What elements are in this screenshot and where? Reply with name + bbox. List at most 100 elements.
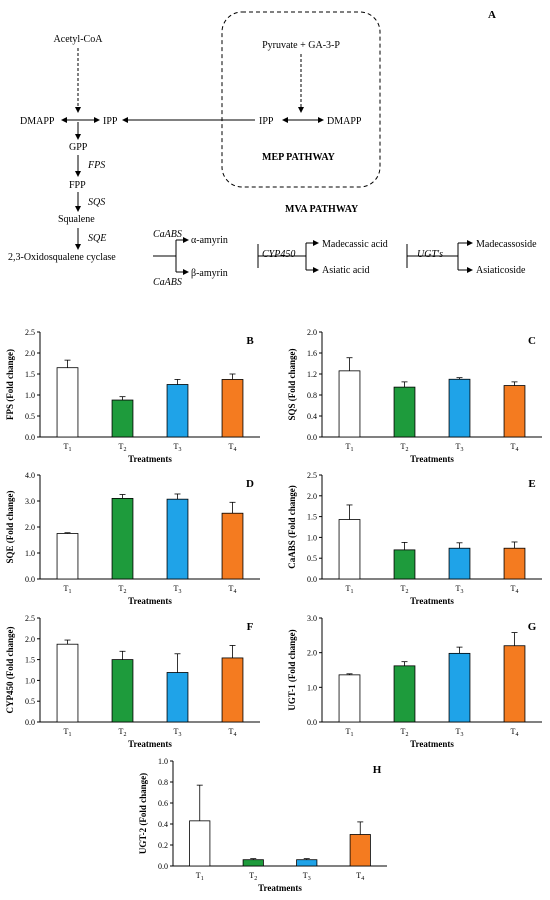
chart-g: 0.0 1.0 2.0 3.0 T1 T2 T3 T4 G Treatments UGT-1 (Fo… xyxy=(287,614,542,749)
x-tick-label: T4 xyxy=(511,584,519,595)
x-axis-title: Treatments xyxy=(128,739,172,749)
x-tick-label: T1 xyxy=(346,727,354,738)
x-tick-label: T3 xyxy=(456,442,464,453)
x-tick-label: T2 xyxy=(119,727,127,738)
bar-t2 xyxy=(111,399,134,438)
node-ipp-left: IPP xyxy=(103,116,118,127)
mep-pathway-box xyxy=(221,11,381,188)
x-axis-title: Treatments xyxy=(410,454,454,464)
x-axis-title: Treatments xyxy=(410,596,454,606)
enzyme-ugts: UGT's xyxy=(417,249,443,260)
y-tick-label: 0.0 xyxy=(307,433,317,442)
panel-label: G xyxy=(528,621,537,633)
node-madecassoside: Madecassoside xyxy=(476,239,537,250)
y-tick-label: 0.0 xyxy=(307,575,317,584)
node-oxidosqualene: 2,3-Oxidosqualene cyclase xyxy=(8,252,116,263)
node-dmapp-left: DMAPP xyxy=(20,116,55,127)
y-tick-label: 0.5 xyxy=(25,697,35,706)
x-tick-label: T1 xyxy=(64,727,72,738)
y-tick-label: 3.0 xyxy=(307,614,317,623)
panel-label: E xyxy=(528,478,535,490)
y-tick-label: 2.0 xyxy=(307,649,317,658)
y-tick-label: 0.0 xyxy=(158,862,168,871)
bar-t4 xyxy=(503,645,526,723)
node-squalene: Squalene xyxy=(58,214,95,225)
enzyme-sqs: SQS xyxy=(88,197,105,208)
y-tick-label: 0.0 xyxy=(307,718,317,727)
x-tick-label: T3 xyxy=(456,727,464,738)
x-tick-label: T2 xyxy=(119,584,127,595)
y-axis-title: UGT-1 (Fold change) xyxy=(287,629,297,710)
x-tick-label: T3 xyxy=(456,584,464,595)
y-tick-label: 3.0 xyxy=(25,497,35,506)
x-tick-label: T2 xyxy=(401,584,409,595)
y-tick-label: 0.4 xyxy=(307,412,317,421)
bar-t3 xyxy=(448,652,471,723)
y-tick-label: 2.0 xyxy=(25,349,35,358)
chart-d: 0.0 1.0 2.0 3.0 4.0 T1 T2 T3 T4 D Treatments SQE (F… xyxy=(5,471,260,606)
x-tick-label: T4 xyxy=(229,727,237,738)
node-fpp: FPP xyxy=(69,180,86,191)
bar-t3 xyxy=(166,384,189,438)
node-dmapp-right: DMAPP xyxy=(327,116,362,127)
y-tick-label: 2.5 xyxy=(25,328,35,337)
x-axis-title: Treatments xyxy=(410,739,454,749)
bar-t3 xyxy=(448,378,471,438)
x-axis-title: Treatments xyxy=(128,596,172,606)
y-axis-title: CYP450 (Fold change) xyxy=(5,627,15,714)
x-tick-label: T3 xyxy=(174,442,182,453)
bar-t1 xyxy=(56,367,79,438)
y-tick-label: 2.5 xyxy=(25,614,35,623)
node-pyruvate: Pyruvate + GA-3-P xyxy=(262,40,340,51)
x-tick-label: T1 xyxy=(346,584,354,595)
y-tick-label: 1.2 xyxy=(307,370,317,379)
y-tick-label: 1.0 xyxy=(25,549,35,558)
x-axis-title: Treatments xyxy=(128,454,172,464)
y-tick-label: 0.0 xyxy=(25,718,35,727)
bar-t1 xyxy=(189,820,211,867)
y-tick-label: 1.0 xyxy=(307,683,317,692)
y-tick-label: 1.6 xyxy=(307,349,317,358)
y-axis-title: SQE (Fold change) xyxy=(5,490,15,563)
x-tick-label: T3 xyxy=(303,871,311,882)
bar-t1 xyxy=(56,533,79,580)
y-tick-label: 0.8 xyxy=(158,778,168,787)
bar-t1 xyxy=(338,674,361,723)
bar-t4 xyxy=(221,512,244,580)
y-tick-label: 2.0 xyxy=(25,635,35,644)
node-ipp-right: IPP xyxy=(259,116,274,127)
bar-t4 xyxy=(221,379,244,438)
pathway-diagram: A Acetyl-CoA Pyruvate + GA-3-P DMAPP IPP… xyxy=(8,9,537,288)
panel-label: D xyxy=(246,478,254,490)
bar-t1 xyxy=(338,370,361,438)
node-gpp: GPP xyxy=(69,142,88,153)
chart-b: 0.0 0.5 1.0 1.5 2.0 2.5 T1 T2 T3 T4 B Treatments FPS… xyxy=(5,328,260,464)
mep-pathway-label: MEP PATHWAY xyxy=(262,152,336,163)
y-tick-label: 1.5 xyxy=(25,656,35,665)
x-tick-label: T2 xyxy=(249,871,257,882)
pathway-arrows xyxy=(61,48,473,275)
chart-h: 0.0 0.2 0.4 0.6 0.8 1.0 T1 T2 T3 T4 H Treatments UGT… xyxy=(138,757,387,893)
y-tick-label: 2.0 xyxy=(25,523,35,532)
node-acetyl-coa: Acetyl-CoA xyxy=(54,34,104,45)
y-tick-label: 0.4 xyxy=(158,820,168,829)
x-tick-label: T1 xyxy=(196,871,204,882)
panel-label: F xyxy=(247,621,254,633)
bar-t3 xyxy=(296,859,318,867)
x-tick-label: T1 xyxy=(64,442,72,453)
enzyme-cyp450: CYP450 xyxy=(262,249,295,260)
y-tick-label: 0.5 xyxy=(307,554,317,563)
enzyme-caabs-top: CaABS xyxy=(153,229,182,240)
y-tick-label: 0.6 xyxy=(158,799,168,808)
node-asiatic-acid: Asiatic acid xyxy=(322,265,369,276)
x-tick-label: T4 xyxy=(511,442,519,453)
node-alpha-amyrin: α-amyrin xyxy=(191,235,228,246)
x-tick-label: T3 xyxy=(174,584,182,595)
x-tick-label: T2 xyxy=(401,727,409,738)
panel-label: H xyxy=(373,764,382,776)
enzyme-caabs-bottom: CaABS xyxy=(153,277,182,288)
bar-t4 xyxy=(349,834,371,867)
bar-t4 xyxy=(503,547,526,580)
mva-pathway-label: MVA PATHWAY xyxy=(285,204,359,215)
y-tick-label: 0.5 xyxy=(25,412,35,421)
